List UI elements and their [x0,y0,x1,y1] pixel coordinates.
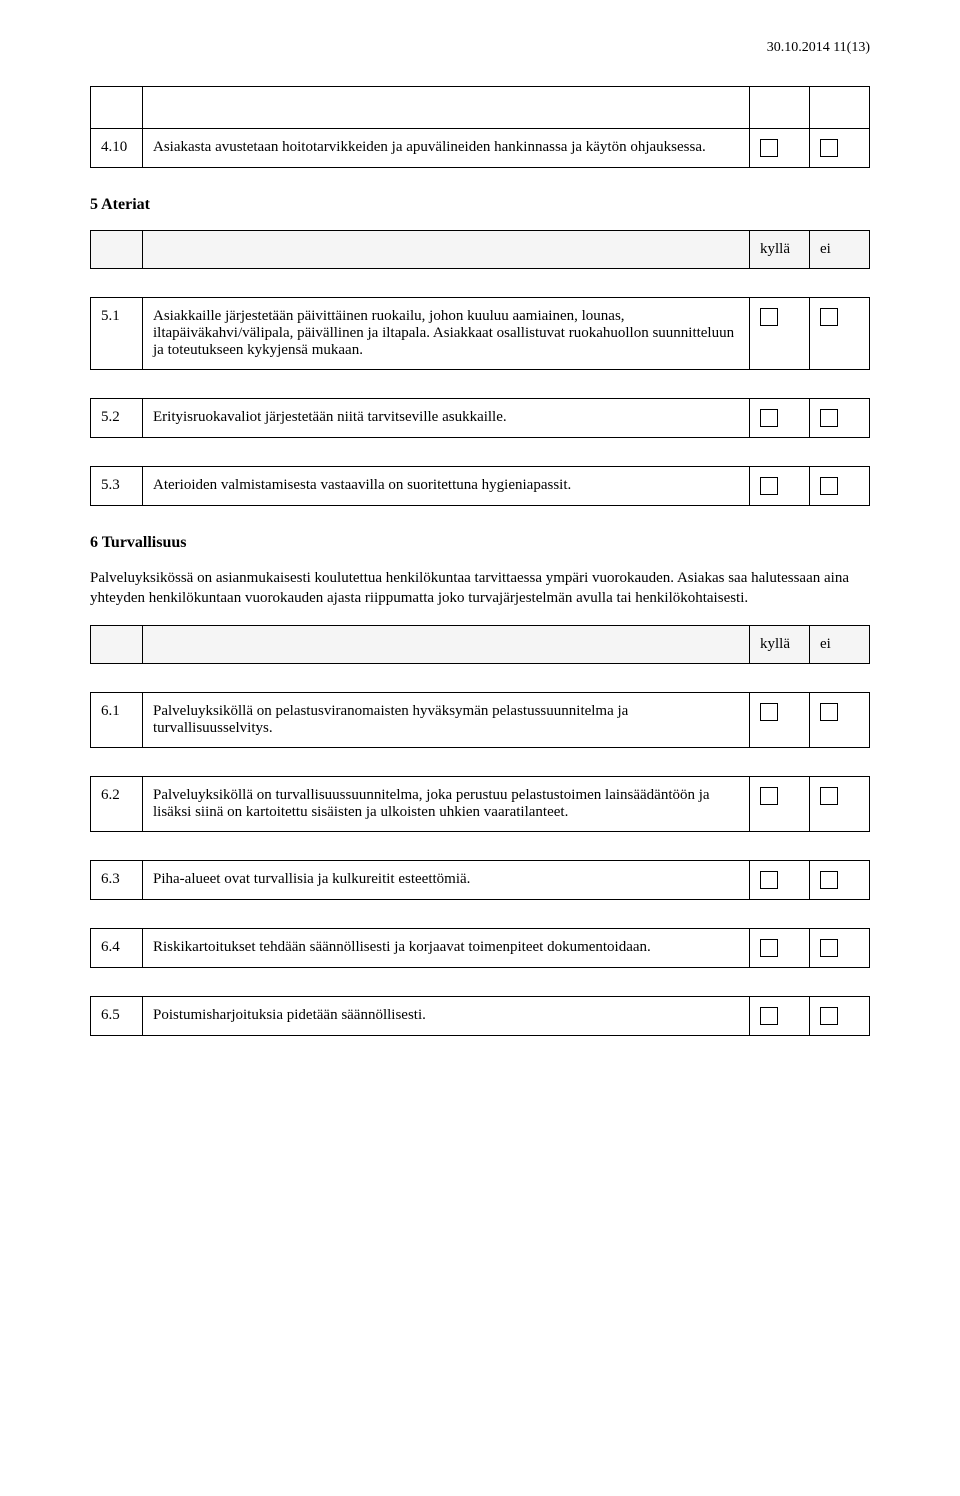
checkbox-no[interactable] [820,871,838,889]
checkbox-yes[interactable] [760,139,778,157]
checkbox-no[interactable] [820,139,838,157]
row-num: 6.4 [91,928,143,967]
checkbox-yes[interactable] [760,871,778,889]
col-yes: kyllä [750,625,810,663]
row-num: 5.2 [91,399,143,438]
row-text: Palveluyksiköllä on pelastusviranomaiste… [143,692,750,747]
checkbox-no[interactable] [820,409,838,427]
row-num: 6.3 [91,860,143,899]
checkbox-yes[interactable] [760,939,778,957]
row-num: 6.1 [91,692,143,747]
row-text: Aterioiden valmistamisesta vastaavilla o… [143,467,750,506]
table-row: 5.3 Aterioiden valmistamisesta vastaavil… [91,467,870,506]
section6-row-6-2: 6.2 Palveluyksiköllä on turvallisuussuun… [90,776,870,832]
checkbox-no[interactable] [820,477,838,495]
row-num: 5.1 [91,298,143,370]
section5-title: 5 Ateriat [90,196,870,214]
row-num: 5.3 [91,467,143,506]
table-row: 6.1 Palveluyksiköllä on pelastusviranoma… [91,692,870,747]
header-date: 30.10.2014 11(13) [767,40,870,55]
table-header-row: kyllä ei [91,231,870,269]
col-yes: kyllä [750,231,810,269]
table-row: 6.3 Piha-alueet ovat turvallisia ja kulk… [91,860,870,899]
section6-row-6-4: 6.4 Riskikartoitukset tehdään säännöllis… [90,928,870,968]
section5-header-table: kyllä ei [90,230,870,269]
checkbox-yes[interactable] [760,1007,778,1025]
checkbox-yes[interactable] [760,703,778,721]
section6-row-6-3: 6.3 Piha-alueet ovat turvallisia ja kulk… [90,860,870,900]
checkbox-yes[interactable] [760,787,778,805]
row-text: Erityisruokavaliot järjestetään niitä ta… [143,399,750,438]
col-no: ei [810,231,870,269]
row-text: Riskikartoitukset tehdään säännöllisesti… [143,928,750,967]
col-no: ei [810,625,870,663]
row-text: Poistumisharjoituksia pidetään säännölli… [143,996,750,1035]
table-row: 6.2 Palveluyksiköllä on turvallisuussuun… [91,776,870,831]
section4-table: 4.10 Asiakasta avustetaan hoitotarvikkei… [90,86,870,168]
table-header-row: kyllä ei [91,625,870,663]
section6-header-table: kyllä ei [90,625,870,664]
section5-row-5-3: 5.3 Aterioiden valmistamisesta vastaavil… [90,466,870,506]
section5-row-5-1: 5.1 Asiakkaille järjestetään päivittäine… [90,297,870,370]
table-empty-row [91,87,870,129]
checkbox-no[interactable] [820,308,838,326]
section6-row-6-5: 6.5 Poistumisharjoituksia pidetään säänn… [90,996,870,1036]
row-text: Asiakasta avustetaan hoitotarvikkeiden j… [143,129,750,168]
section5-row-5-2: 5.2 Erityisruokavaliot järjestetään niit… [90,398,870,438]
section6-title: 6 Turvallisuus [90,534,870,552]
table-row: 6.4 Riskikartoitukset tehdään säännöllis… [91,928,870,967]
row-num: 6.5 [91,996,143,1035]
table-row: 5.1 Asiakkaille järjestetään päivittäine… [91,298,870,370]
section6-intro: Palveluyksikössä on asianmukaisesti koul… [90,568,870,609]
table-row: 4.10 Asiakasta avustetaan hoitotarvikkei… [91,129,870,168]
checkbox-no[interactable] [820,1007,838,1025]
page-header: 30.10.2014 11(13) [90,40,870,56]
row-num: 4.10 [91,129,143,168]
checkbox-yes[interactable] [760,409,778,427]
table-row: 6.5 Poistumisharjoituksia pidetään säänn… [91,996,870,1035]
checkbox-no[interactable] [820,939,838,957]
row-text: Piha-alueet ovat turvallisia ja kulkurei… [143,860,750,899]
table-row: 5.2 Erityisruokavaliot järjestetään niit… [91,399,870,438]
row-num: 6.2 [91,776,143,831]
checkbox-yes[interactable] [760,477,778,495]
section6-row-6-1: 6.1 Palveluyksiköllä on pelastusviranoma… [90,692,870,748]
checkbox-no[interactable] [820,703,838,721]
row-text: Asiakkaille järjestetään päivittäinen ru… [143,298,750,370]
checkbox-no[interactable] [820,787,838,805]
checkbox-yes[interactable] [760,308,778,326]
row-text: Palveluyksiköllä on turvallisuussuunnite… [143,776,750,831]
